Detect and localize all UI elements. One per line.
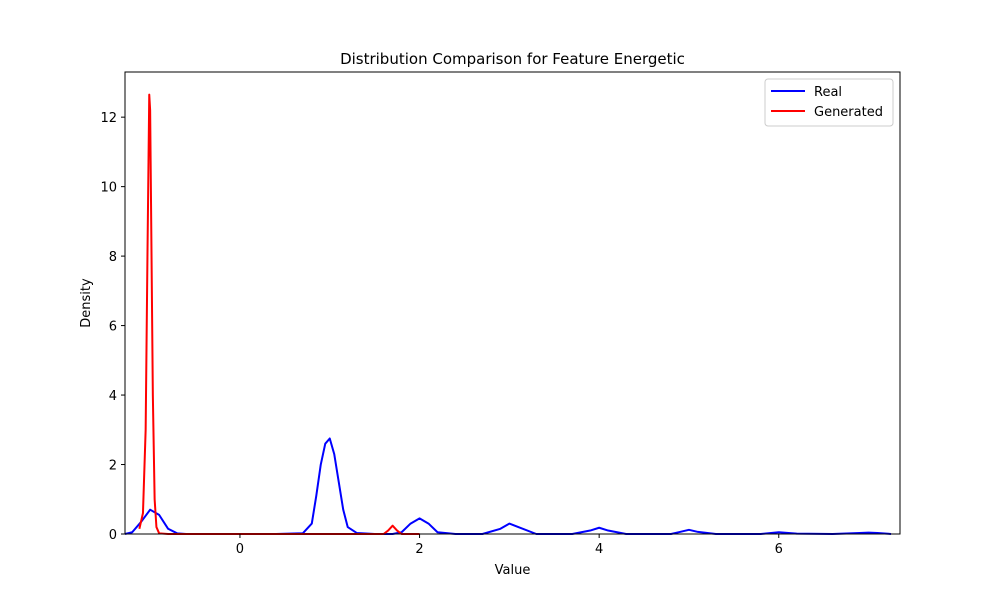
plot-lines bbox=[124, 93, 892, 535]
y-tick-label: 0 bbox=[109, 528, 117, 543]
chart-title: Distribution Comparison for Feature Ener… bbox=[340, 50, 685, 68]
y-tick-label: 10 bbox=[100, 181, 117, 196]
x-axis: 0 2 4 6 bbox=[236, 534, 783, 557]
x-tick-label: 0 bbox=[236, 542, 244, 557]
x-tick-label: 2 bbox=[415, 542, 423, 557]
y-tick-label: 8 bbox=[109, 250, 117, 265]
y-axis: 0 2 4 6 8 10 12 bbox=[100, 111, 125, 543]
y-tick-label: 6 bbox=[109, 320, 117, 335]
x-tick-label: 6 bbox=[775, 542, 783, 557]
x-axis-label: Value bbox=[495, 563, 531, 578]
x-tick-label: 4 bbox=[595, 542, 603, 557]
legend: Real Generated bbox=[764, 78, 894, 127]
y-tick-label: 4 bbox=[109, 389, 117, 404]
legend-label-generated: Generated bbox=[814, 105, 883, 120]
series-line-real bbox=[124, 437, 892, 535]
y-axis-label: Density bbox=[79, 278, 94, 328]
plot-frame bbox=[124, 71, 901, 535]
y-tick-label: 2 bbox=[109, 459, 117, 474]
series-line-generated bbox=[138, 93, 420, 535]
legend-label-real: Real bbox=[814, 85, 842, 100]
y-tick-label: 12 bbox=[100, 111, 117, 126]
